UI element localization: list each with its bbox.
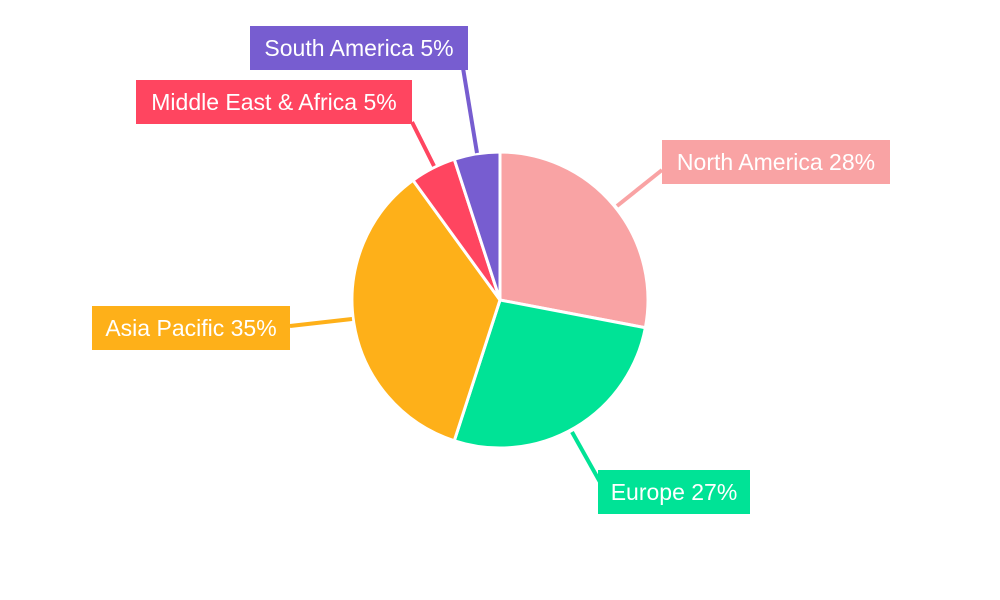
label-europe: Europe 27%	[598, 470, 750, 514]
label-text: Asia Pacific 35%	[105, 315, 276, 341]
pie-slices	[350, 150, 650, 450]
leader-line-south-america	[461, 67, 479, 154]
label-text: South America 5%	[264, 35, 453, 61]
slice-asia-pacific[interactable]	[350, 178, 502, 443]
label-south-america: South America 5%	[250, 26, 468, 70]
leader-line-north-america	[615, 168, 664, 208]
leader-line-asia-pacific	[289, 317, 353, 328]
label-box	[92, 306, 290, 350]
label-text: Middle East & Africa 5%	[151, 89, 396, 115]
label-middle-east-africa: Middle East & Africa 5%	[136, 80, 412, 124]
label-box	[136, 80, 412, 124]
slice-south-america[interactable]	[452, 150, 502, 302]
label-asia-pacific: Asia Pacific 35%	[92, 306, 290, 350]
label-text: Europe 27%	[611, 479, 738, 505]
label-north-america: North America 28%	[662, 140, 890, 184]
label-box	[598, 470, 750, 514]
leader-line-europe	[570, 431, 602, 483]
leader-line-middle-east-africa	[410, 121, 436, 167]
leader-lines	[289, 67, 664, 483]
label-box	[250, 26, 468, 70]
slice-europe[interactable]	[452, 298, 647, 450]
slice-north-america[interactable]	[498, 150, 650, 330]
label-text: North America 28%	[677, 149, 875, 175]
slice-labels: North America 28% Europe 27% Asia Pacific …	[92, 26, 890, 514]
label-box	[662, 140, 890, 184]
